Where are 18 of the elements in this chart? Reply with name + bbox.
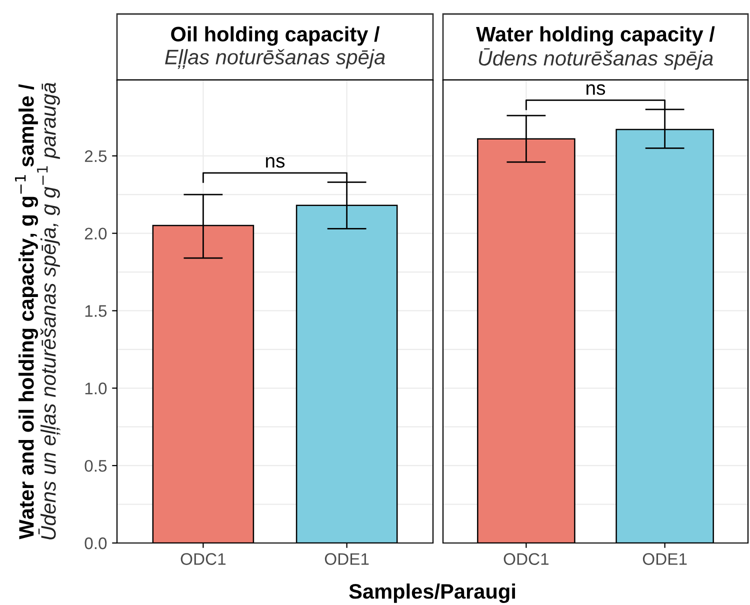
annotation: ns xyxy=(266,157,285,168)
y-axis-title: Water and oil holding capacity, g g$^{−1}$ sample / Ūdens un eļļas noturēšanas spēja, g g$^{−1}$ paraugā xyxy=(15,82,60,540)
annotation: ns xyxy=(586,84,606,95)
y-tick-label: 1.5 xyxy=(85,305,107,317)
x-tick-label: ODC1 xyxy=(180,553,226,565)
chart-subtitle: Ūdens noturēšanas spēja xyxy=(478,48,713,70)
x-tick-label: ODE1 xyxy=(642,553,687,565)
chart-subtitle: Eļļas noturēšanas spēja xyxy=(165,49,385,69)
y-tick-label: 1.0 xyxy=(85,382,107,394)
y-tick-label: 0.5 xyxy=(84,460,107,472)
x-tick-label: ODC1 xyxy=(504,553,549,565)
x-tick-label: ODE1 xyxy=(324,553,369,565)
x-axis-title: Samples/Paraugi xyxy=(349,583,515,603)
chart-title: Water holding capacity / xyxy=(476,26,715,46)
chart-title: Oil holding capacity / xyxy=(171,26,380,46)
y-tick-label: 2.0 xyxy=(84,228,107,240)
y-tick-label: 0.0 xyxy=(84,537,107,550)
y-tick-label: 2.5 xyxy=(84,150,107,162)
